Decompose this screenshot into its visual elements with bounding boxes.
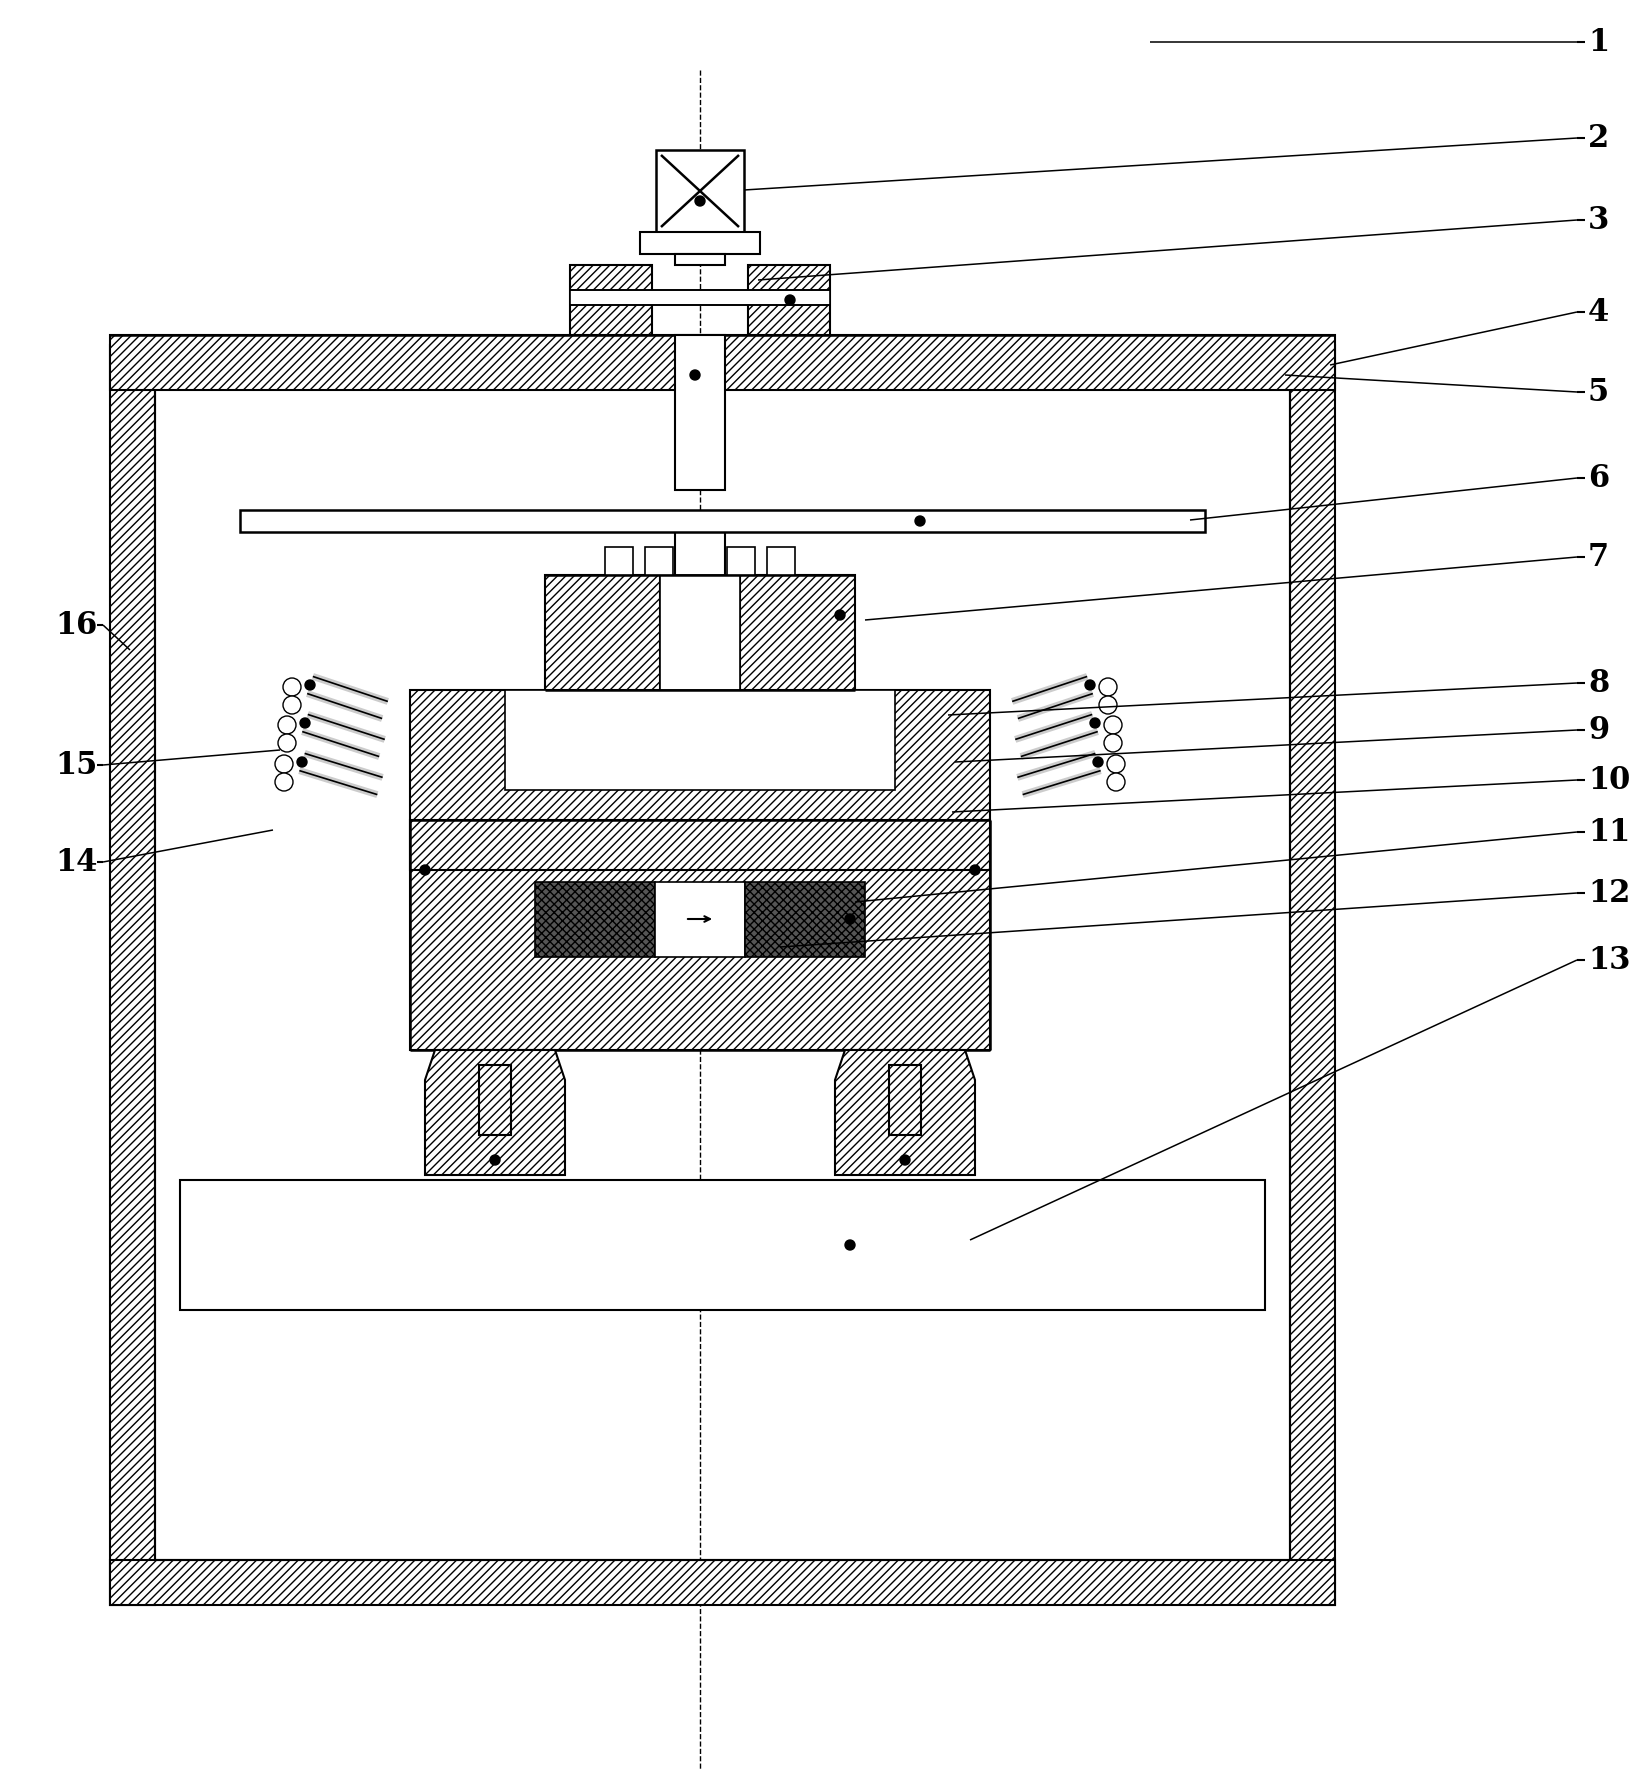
Bar: [570, 265, 652, 335]
Text: 1: 1: [1588, 27, 1609, 57]
Circle shape: [970, 865, 980, 876]
Text: 3: 3: [1588, 205, 1609, 235]
Circle shape: [277, 733, 296, 751]
Bar: [660, 575, 741, 691]
Circle shape: [900, 1155, 910, 1164]
Bar: [479, 1064, 511, 1136]
Bar: [410, 691, 990, 870]
Bar: [745, 883, 865, 958]
Bar: [888, 1064, 921, 1136]
Bar: [545, 575, 660, 691]
Bar: [110, 1559, 1335, 1606]
Bar: [749, 265, 829, 335]
Bar: [645, 546, 673, 575]
Text: 6: 6: [1588, 463, 1609, 493]
Bar: [675, 335, 726, 490]
Circle shape: [1103, 733, 1121, 751]
Bar: [110, 345, 154, 1606]
Polygon shape: [425, 1050, 565, 1175]
Circle shape: [274, 773, 292, 790]
Circle shape: [1103, 716, 1121, 733]
Bar: [410, 821, 990, 1050]
Circle shape: [1094, 756, 1103, 767]
Text: 13: 13: [1588, 945, 1631, 975]
Text: 14: 14: [54, 847, 97, 878]
Bar: [535, 883, 655, 958]
Text: 11: 11: [1588, 817, 1631, 847]
Text: 5: 5: [1588, 377, 1609, 408]
Text: 2: 2: [1588, 123, 1609, 153]
Bar: [657, 150, 744, 231]
Bar: [506, 691, 895, 790]
Bar: [1291, 345, 1335, 1606]
Text: 15: 15: [54, 749, 97, 780]
Circle shape: [785, 295, 795, 304]
Text: 16: 16: [54, 609, 97, 641]
Bar: [570, 265, 652, 335]
Bar: [110, 335, 1335, 390]
Circle shape: [1085, 680, 1095, 691]
Circle shape: [1107, 755, 1125, 773]
Circle shape: [846, 1241, 855, 1250]
Bar: [675, 255, 726, 265]
Bar: [888, 1064, 921, 1136]
Circle shape: [1098, 678, 1117, 696]
Circle shape: [300, 717, 310, 728]
Text: 8: 8: [1588, 668, 1609, 698]
Circle shape: [305, 680, 315, 691]
Circle shape: [1107, 773, 1125, 790]
Bar: [479, 1064, 511, 1136]
Bar: [749, 265, 829, 335]
Polygon shape: [836, 1050, 975, 1175]
Bar: [570, 290, 829, 304]
Bar: [767, 546, 795, 575]
Bar: [745, 883, 865, 958]
Bar: [1291, 345, 1335, 1606]
Bar: [727, 546, 755, 575]
Bar: [675, 532, 726, 580]
Bar: [741, 575, 855, 691]
Bar: [410, 691, 990, 870]
Circle shape: [846, 913, 855, 924]
Circle shape: [1090, 717, 1100, 728]
Bar: [110, 345, 154, 1606]
Bar: [110, 335, 1335, 390]
Circle shape: [282, 678, 300, 696]
Circle shape: [277, 716, 296, 733]
Text: 10: 10: [1588, 764, 1631, 796]
Circle shape: [836, 611, 846, 619]
Bar: [640, 231, 760, 255]
Text: 9: 9: [1588, 714, 1609, 746]
Bar: [655, 883, 745, 958]
Bar: [479, 1064, 511, 1136]
Circle shape: [420, 865, 430, 876]
Text: 7: 7: [1588, 541, 1609, 573]
Bar: [888, 1064, 921, 1136]
Circle shape: [282, 696, 300, 714]
Circle shape: [1098, 696, 1117, 714]
Circle shape: [690, 370, 699, 379]
Circle shape: [915, 516, 924, 527]
Bar: [110, 1559, 1335, 1606]
Circle shape: [489, 1155, 501, 1164]
Text: 12: 12: [1588, 878, 1631, 908]
Bar: [181, 1180, 1264, 1310]
Bar: [545, 575, 660, 691]
Text: 4: 4: [1588, 297, 1609, 328]
Bar: [535, 883, 655, 958]
Bar: [604, 546, 634, 575]
Circle shape: [695, 196, 704, 206]
Bar: [240, 511, 1205, 532]
Bar: [741, 575, 855, 691]
Circle shape: [274, 755, 292, 773]
Bar: [410, 821, 990, 1050]
Circle shape: [297, 756, 307, 767]
